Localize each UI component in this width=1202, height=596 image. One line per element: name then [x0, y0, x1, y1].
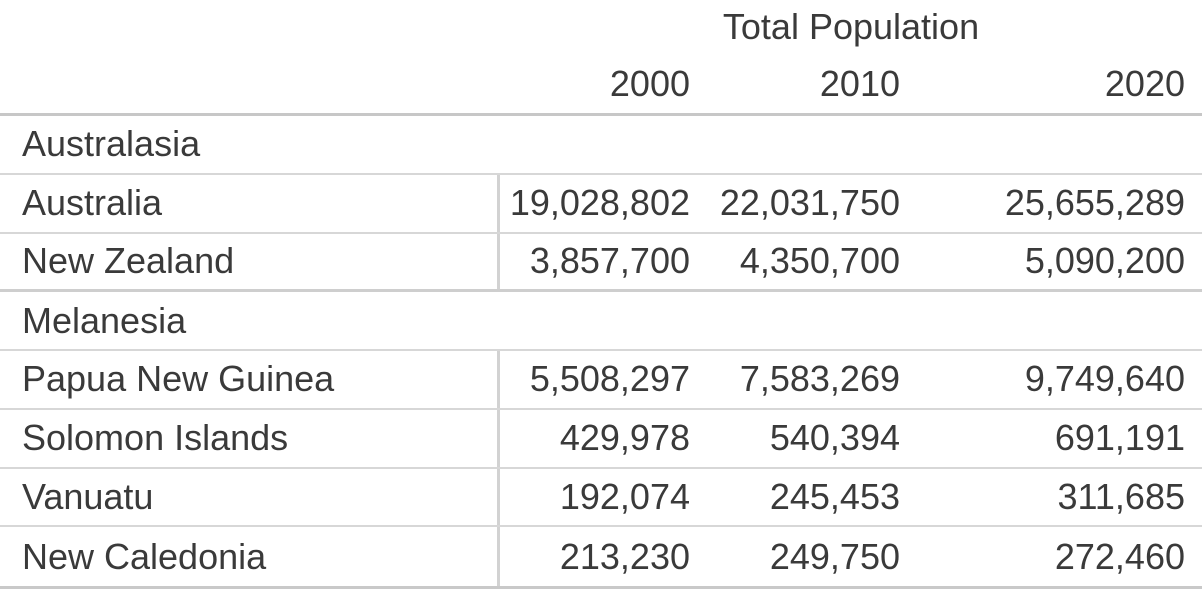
population-cell-2020: 311,685	[1057, 475, 1185, 517]
population-cell-2020: 9,749,640	[1024, 358, 1185, 400]
row-label: Solomon Islands	[0, 409, 500, 467]
year-header-2010: 2010	[819, 62, 900, 104]
row-label: Vanuatu	[0, 468, 500, 526]
table-row-vanuatu: Vanuatu 192,074 245,453 311,685	[0, 468, 1202, 528]
table-title: Total Population	[722, 6, 980, 47]
year-header-2000: 2000	[609, 62, 690, 104]
population-cell-2020: 5,090,200	[1024, 240, 1185, 282]
population-cell-2010: 4,350,700	[739, 240, 900, 282]
table-row-papua-new-guinea: Papua New Guinea 5,508,297 7,583,269 9,7…	[0, 351, 1202, 410]
population-cell-2000: 5,508,297	[529, 358, 690, 400]
table-row-new-caledonia: New Caledonia 213,230 249,750 272,460	[0, 527, 1202, 586]
population-cell-2000: 192,074	[559, 475, 690, 517]
population-cell-2020: 25,655,289	[1004, 182, 1185, 224]
population-cell-2000: 19,028,802	[509, 182, 690, 224]
row-label: Papua New Guinea	[0, 351, 500, 408]
population-cell-2000: 213,230	[559, 535, 690, 577]
table-header-years-row: 2000 2010 2020	[0, 54, 1202, 113]
table-header-group-row: Total Population	[0, 0, 1202, 54]
population-cell-2010: 22,031,750	[719, 182, 900, 224]
year-header-2020: 2020	[1104, 62, 1185, 104]
section-row-australasia: Australasia	[0, 116, 1202, 175]
section-label: Melanesia	[22, 299, 187, 341]
population-cell-2010: 249,750	[769, 535, 900, 577]
population-cell-2010: 540,394	[769, 417, 900, 459]
population-cell-2000: 429,978	[559, 417, 690, 459]
population-cell-2000: 3,857,700	[529, 240, 690, 282]
population-cell-2020: 691,191	[1054, 417, 1185, 459]
row-label: Australia	[0, 174, 500, 232]
table-row-australia: Australia 19,028,802 22,031,750 25,655,2…	[0, 174, 1202, 234]
population-cell-2010: 245,453	[769, 475, 900, 517]
section-row-melanesia: Melanesia	[0, 292, 1202, 351]
row-label: New Caledonia	[0, 527, 500, 586]
table-row-solomon-islands: Solomon Islands 429,978 540,394 691,191	[0, 409, 1202, 469]
row-label: New Zealand	[0, 233, 500, 290]
table-body: Australasia Australia 19,028,802 22,031,…	[0, 113, 1202, 589]
population-cell-2020: 272,460	[1054, 535, 1185, 577]
section-label: Australasia	[22, 123, 201, 165]
population-cell-2010: 7,583,269	[739, 358, 900, 400]
table-row-new-zealand: New Zealand 3,857,700 4,350,700 5,090,20…	[0, 233, 1202, 293]
